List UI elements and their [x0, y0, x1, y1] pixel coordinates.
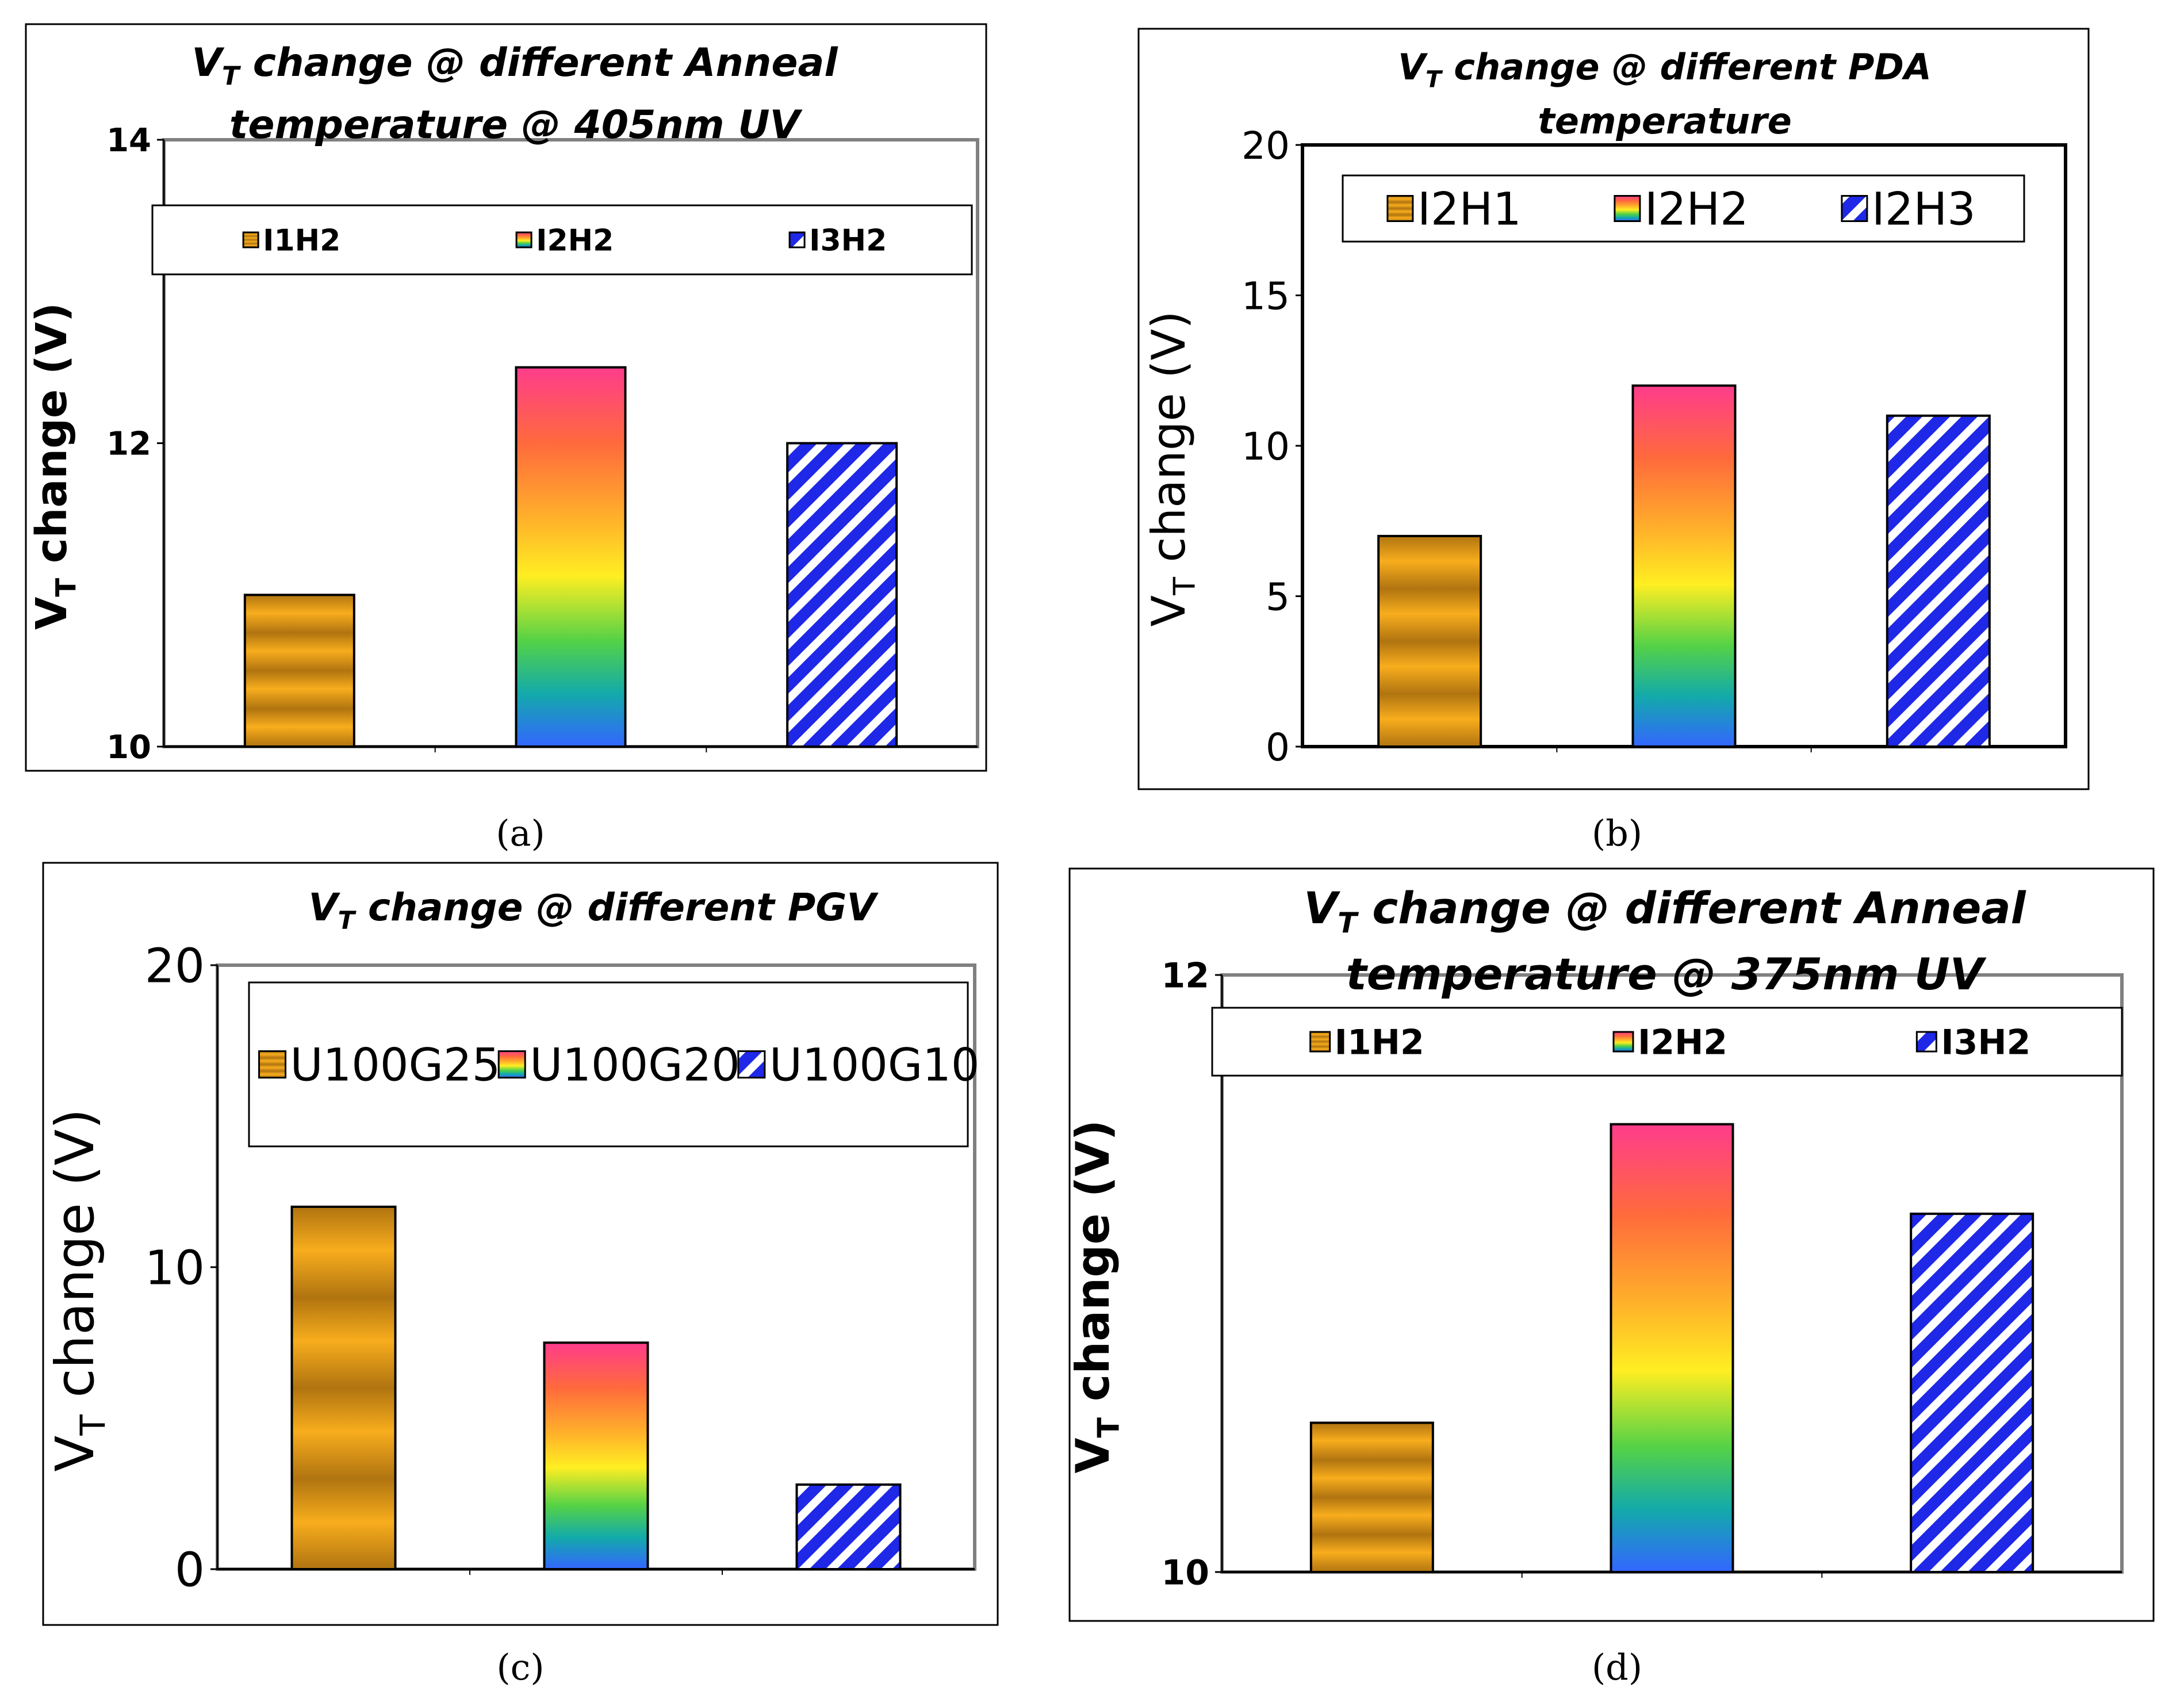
legend-swatch: [1614, 195, 1641, 222]
legend-label: I2H2: [1638, 1023, 1727, 1063]
y-tick-label: 15: [1242, 274, 1290, 318]
legend-swatch: [242, 231, 259, 248]
legend-label: U100G20: [530, 1040, 740, 1092]
legend-label: I3H2: [809, 224, 887, 258]
bar-i1h2: [243, 594, 355, 748]
legend-label: U100G10: [769, 1040, 980, 1092]
figure-label-c: (c): [496, 1646, 544, 1688]
legend-label: I2H2: [536, 224, 614, 258]
bar-u100g25: [290, 1206, 397, 1570]
figure-label-a: (a): [496, 812, 545, 854]
bar-i2h1: [1377, 534, 1482, 748]
legend-swatch: [515, 231, 532, 248]
y-axis-label: VT change (V): [1066, 1120, 1127, 1474]
bar-i3h2: [786, 442, 898, 748]
chart-title-line2: temperature @ 405nm UV: [229, 102, 803, 148]
y-tick-label: 12: [1162, 956, 1210, 996]
legend-label: I2H3: [1872, 184, 1976, 236]
y-tick-label: 20: [1242, 124, 1290, 168]
y-axis-label: VT change (V): [44, 1108, 113, 1471]
bar-i2h2: [1631, 384, 1737, 748]
chart-title: VT change @ different PDA: [1398, 46, 1932, 93]
chart-panel-a: 10 12 14 I1H2 I2H2 I3H2 VT change @ different …: [25, 23, 987, 772]
y-tick-label: 20: [145, 939, 205, 994]
legend-swatch: [1612, 1031, 1634, 1053]
legend-label: I2H1: [1417, 184, 1522, 236]
y-tick-label: 14: [106, 122, 151, 159]
chart-title: VT change @ different Anneal: [1304, 882, 2026, 940]
chart-title: VT change @ different Anneal: [191, 40, 838, 91]
chart-panel-c: 0 10 20 U100G25 U100G20 U100G10 VT change @ di…: [42, 862, 999, 1626]
figure-label-b: (b): [1592, 812, 1642, 854]
y-tick-label: 0: [175, 1543, 205, 1598]
legend-swatch: [1915, 1031, 1937, 1053]
legend-box: [151, 204, 973, 276]
y-axis-label: VT change (V): [27, 303, 82, 630]
bar-i3h2: [1910, 1213, 2034, 1573]
legend-swatch: [258, 1050, 287, 1079]
chart-title: VT change @ different PGV: [309, 885, 879, 935]
y-tick-label: 12: [106, 426, 151, 463]
chart-panel-d: 10 12 I1H2 I2H2 I3H2 VT change @ different An…: [1066, 867, 2155, 1622]
bar-i2h2: [515, 366, 627, 748]
figure-label-d: (d): [1592, 1646, 1642, 1688]
legend-label: I3H2: [1941, 1023, 2030, 1063]
legend-swatch: [737, 1050, 766, 1079]
legend-label: I1H2: [1335, 1023, 1424, 1063]
y-tick-label: 10: [106, 729, 151, 766]
y-axis-label: VT change (V): [1142, 311, 1202, 627]
y-tick-label: 0: [1266, 725, 1290, 770]
bar-i1h2: [1309, 1421, 1434, 1573]
y-tick-label: 10: [1162, 1553, 1210, 1593]
legend-swatch: [1841, 195, 1868, 222]
chart-title-line2: temperature @ 375nm UV: [1346, 949, 1986, 1000]
legend-box: [1342, 174, 2025, 243]
legend-label: I2H2: [1645, 184, 1749, 236]
bar-i2h2: [1610, 1123, 1734, 1573]
legend-box: [1211, 1007, 2123, 1077]
bar-u100g10: [795, 1483, 902, 1570]
y-tick-label: 10: [1242, 424, 1290, 469]
bar-i2h3: [1886, 414, 1991, 748]
legend-swatch: [497, 1050, 526, 1079]
legend-swatch: [788, 231, 806, 248]
chart-panel-b: 0 5 10 15 20 I2H1 I2H2 I2H3 VT change @ differen…: [1137, 28, 2090, 790]
legend-label: I1H2: [263, 224, 340, 258]
legend-box: [248, 981, 969, 1148]
bar-u100g20: [543, 1341, 649, 1570]
legend-label: U100G25: [290, 1040, 501, 1092]
legend-swatch: [1309, 1031, 1331, 1053]
y-tick-label: 5: [1266, 575, 1290, 619]
legend-swatch: [1386, 195, 1414, 222]
chart-title-line2: temperature: [1538, 100, 1792, 142]
y-tick-label: 10: [145, 1241, 205, 1296]
